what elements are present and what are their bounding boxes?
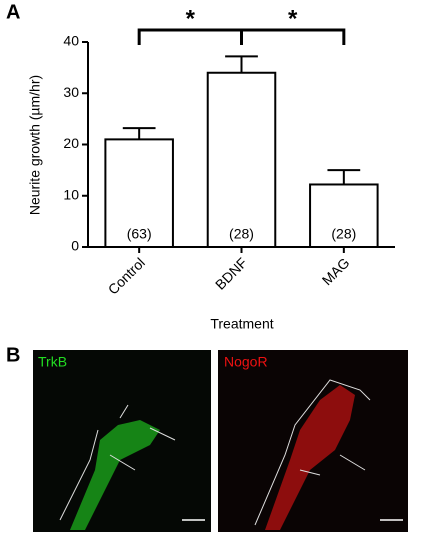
- n-label: (28): [331, 226, 356, 242]
- x-tick-label: BDNF: [212, 254, 250, 292]
- bar: [206, 71, 277, 248]
- panel-label: A: [6, 1, 20, 23]
- y-tick-label: 0: [71, 238, 79, 254]
- y-axis-label: Neurite growth (µm/hr): [27, 75, 43, 215]
- image-label: TrkB: [38, 354, 67, 370]
- significance-star: *: [288, 5, 298, 32]
- panel-label: B: [6, 344, 20, 366]
- y-tick-label: 10: [63, 186, 79, 202]
- y-tick-label: 40: [63, 33, 79, 49]
- y-tick-label: 30: [63, 84, 79, 100]
- x-tick-label: Control: [105, 254, 148, 297]
- n-label: (63): [127, 226, 152, 242]
- image-label: NogoR: [224, 354, 268, 370]
- micrograph: [33, 350, 408, 532]
- n-label: (28): [229, 226, 254, 242]
- x-tick-label: MAG: [319, 254, 353, 288]
- x-axis-label: Treatment: [210, 316, 273, 332]
- bar: [104, 138, 174, 248]
- significance-star: *: [186, 5, 196, 32]
- y-tick-label: 20: [63, 135, 79, 151]
